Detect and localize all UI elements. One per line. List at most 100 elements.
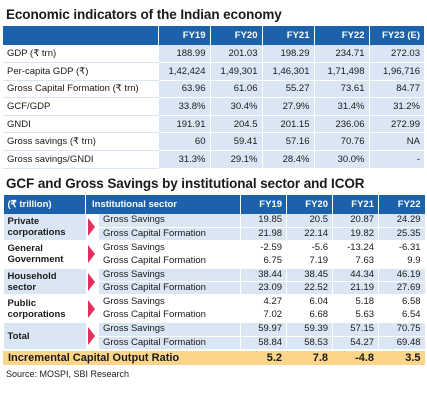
indicator-value: 272.99 [368, 115, 424, 134]
group-arrow-cell [85, 295, 99, 323]
indicator-value: 188.99 [157, 45, 210, 64]
arrow-right-icon [87, 272, 95, 291]
indicator-value: 201.15 [261, 115, 314, 134]
sector-value: 22.52 [286, 281, 333, 297]
sector-value: 44.34 [332, 268, 379, 283]
sector-value: 4.27 [240, 295, 287, 310]
table2-col-header: FY22 [378, 194, 425, 214]
sector-value: 25.35 [378, 227, 425, 242]
indicator-value: 73.61 [313, 80, 369, 99]
table1-col-header: FY23 (E) [368, 26, 424, 45]
icor-value: 5.2 [240, 349, 287, 367]
arrow-right-icon [87, 299, 95, 318]
table2-row: Private corporations Gross Savings 19.85 20… [3, 213, 425, 242]
table2-col-header: FY19 [240, 194, 287, 214]
table1-row: Gross Capital Formation (₹ trn) 63.96 61.0… [3, 80, 424, 99]
indicator-value: 31.2% [368, 97, 424, 116]
table2-sector-header: Institutional sector [84, 194, 241, 214]
sector-value: 70.75 [378, 322, 425, 337]
institution-group-label: General Government [3, 240, 86, 270]
indicator-value: 30.0% [313, 150, 369, 169]
indicator-label: Gross Capital Formation (₹ trn) [3, 80, 158, 99]
sector-value: 5.18 [332, 295, 379, 310]
sector-value: 6.04 [286, 295, 333, 310]
sector-value: 6.68 [286, 308, 333, 324]
indicator-value: 27.9% [261, 97, 314, 116]
sector-measure-label: Gross Capital Formation [97, 281, 241, 297]
sector-value: 23.09 [240, 281, 287, 297]
icor-label: Incremental Capital Output Ratio [2, 349, 241, 367]
table1-header-row: FY19 FY20 FY21 FY22 FY23 (E) [3, 26, 424, 45]
icor-value: -4.8 [332, 349, 379, 367]
table2-col-header: FY21 [332, 194, 379, 214]
indicator-value: 191.91 [157, 115, 210, 134]
table2-row: Total Gross Savings 59.97 59.39 57.15 70.75 [3, 322, 425, 351]
sector-measure-label: Gross Savings [97, 240, 241, 255]
arrow-right-icon [87, 327, 95, 345]
table2-title: GCF and Gross Savings by institutional s… [6, 175, 365, 191]
table1-row: Per-capita GDP (₹) 1,42,424 1,49,301 1,46,3… [3, 62, 424, 81]
sector-measure-label: Gross Capital Formation [97, 308, 241, 324]
sector-value: -6.31 [378, 240, 425, 255]
table1-row: Gross savings (₹ trn) 60 59.41 57.16 70.76 NA [3, 132, 424, 152]
sector-value: 27.69 [378, 281, 425, 297]
indicator-value: 70.76 [313, 132, 369, 152]
sector-value: 54.27 [332, 336, 379, 351]
sector-value: -5.6 [286, 240, 333, 255]
indicator-value: 272.03 [368, 45, 424, 64]
indicator-value: 1,96,716 [368, 62, 424, 81]
sector-value: 6.58 [378, 295, 425, 310]
indicator-value: 31.4% [313, 97, 369, 116]
indicator-value: 31.3% [157, 150, 210, 169]
sector-value: 19.82 [332, 227, 379, 242]
table2-row: Gross Capital Formation 7.02 6.68 5.63 6.54 [4, 308, 425, 324]
indicator-value: 28.4% [261, 150, 314, 169]
sector-value: -2.59 [240, 240, 287, 255]
indicator-value: 33.8% [157, 97, 210, 116]
table1-row: Gross savings/GNDI 31.3% 29.1% 28.4% 30.0% - [3, 150, 424, 169]
table2-row: Public corporations Gross Savings 4.27 6.04… [3, 295, 425, 324]
table1-col-header: FY19 [157, 26, 210, 45]
sector-measure-label: Gross Capital Formation [97, 336, 241, 351]
sector-value: 22.14 [286, 227, 333, 242]
sector-measure-label: Gross Savings [97, 268, 241, 283]
sector-value: 9.9 [378, 254, 425, 270]
indicator-label: GCF/GDP [3, 97, 158, 116]
table2-corner: (₹ trillion) [3, 194, 86, 214]
sector-value: 59.39 [286, 322, 333, 337]
sector-value: 21.19 [332, 281, 379, 297]
table1-corner [3, 26, 158, 45]
sector-value: 24.29 [378, 213, 425, 228]
table1-row: GCF/GDP 33.8% 30.4% 27.9% 31.4% 31.2% [3, 97, 424, 116]
sector-value: 59.97 [240, 322, 287, 337]
sector-value: 7.02 [240, 308, 287, 324]
indicator-value: 204.5 [209, 115, 262, 134]
sector-value: 69.48 [378, 336, 425, 351]
sector-value: -13.24 [332, 240, 379, 255]
sector-value: 6.54 [378, 308, 425, 324]
sector-value: 46.19 [378, 268, 425, 283]
indicator-value: 234.71 [313, 45, 369, 64]
table2-row: Gross Capital Formation 6.75 7.19 7.63 9.9 [4, 254, 425, 270]
sector-value: 19.85 [240, 213, 287, 228]
sector-value: 20.87 [332, 213, 379, 228]
sector-value: 58.53 [286, 336, 333, 351]
indicator-value: 1,42,424 [157, 62, 210, 81]
sector-value: 38.44 [240, 268, 287, 283]
icor-row: Incremental Capital Output Ratio 5.2 7.8 -4… [2, 349, 425, 367]
institution-group-label: Household sector [3, 268, 86, 297]
indicator-label: Gross savings/GNDI [3, 150, 158, 169]
group-arrow-cell [85, 268, 99, 296]
group-arrow-cell [85, 322, 99, 350]
sector-measure-label: Gross Savings [97, 322, 241, 337]
sector-value: 58.84 [240, 336, 287, 351]
indicator-label: Gross savings (₹ trn) [3, 132, 158, 152]
table2-header-row: (₹ trillion) Institutional sector FY19 F… [3, 194, 425, 214]
indicator-value: 63.96 [157, 80, 210, 99]
sector-measure-label: Gross Capital Formation [97, 227, 241, 242]
sector-measure-label: Gross Savings [97, 295, 241, 310]
table1-row: GNDI 191.91 204.5 201.15 236.06 272.99 [3, 115, 424, 134]
source-note: Source: MOSPI, SBI Research [6, 369, 130, 380]
sector-measure-label: Gross Capital Formation [97, 254, 241, 270]
